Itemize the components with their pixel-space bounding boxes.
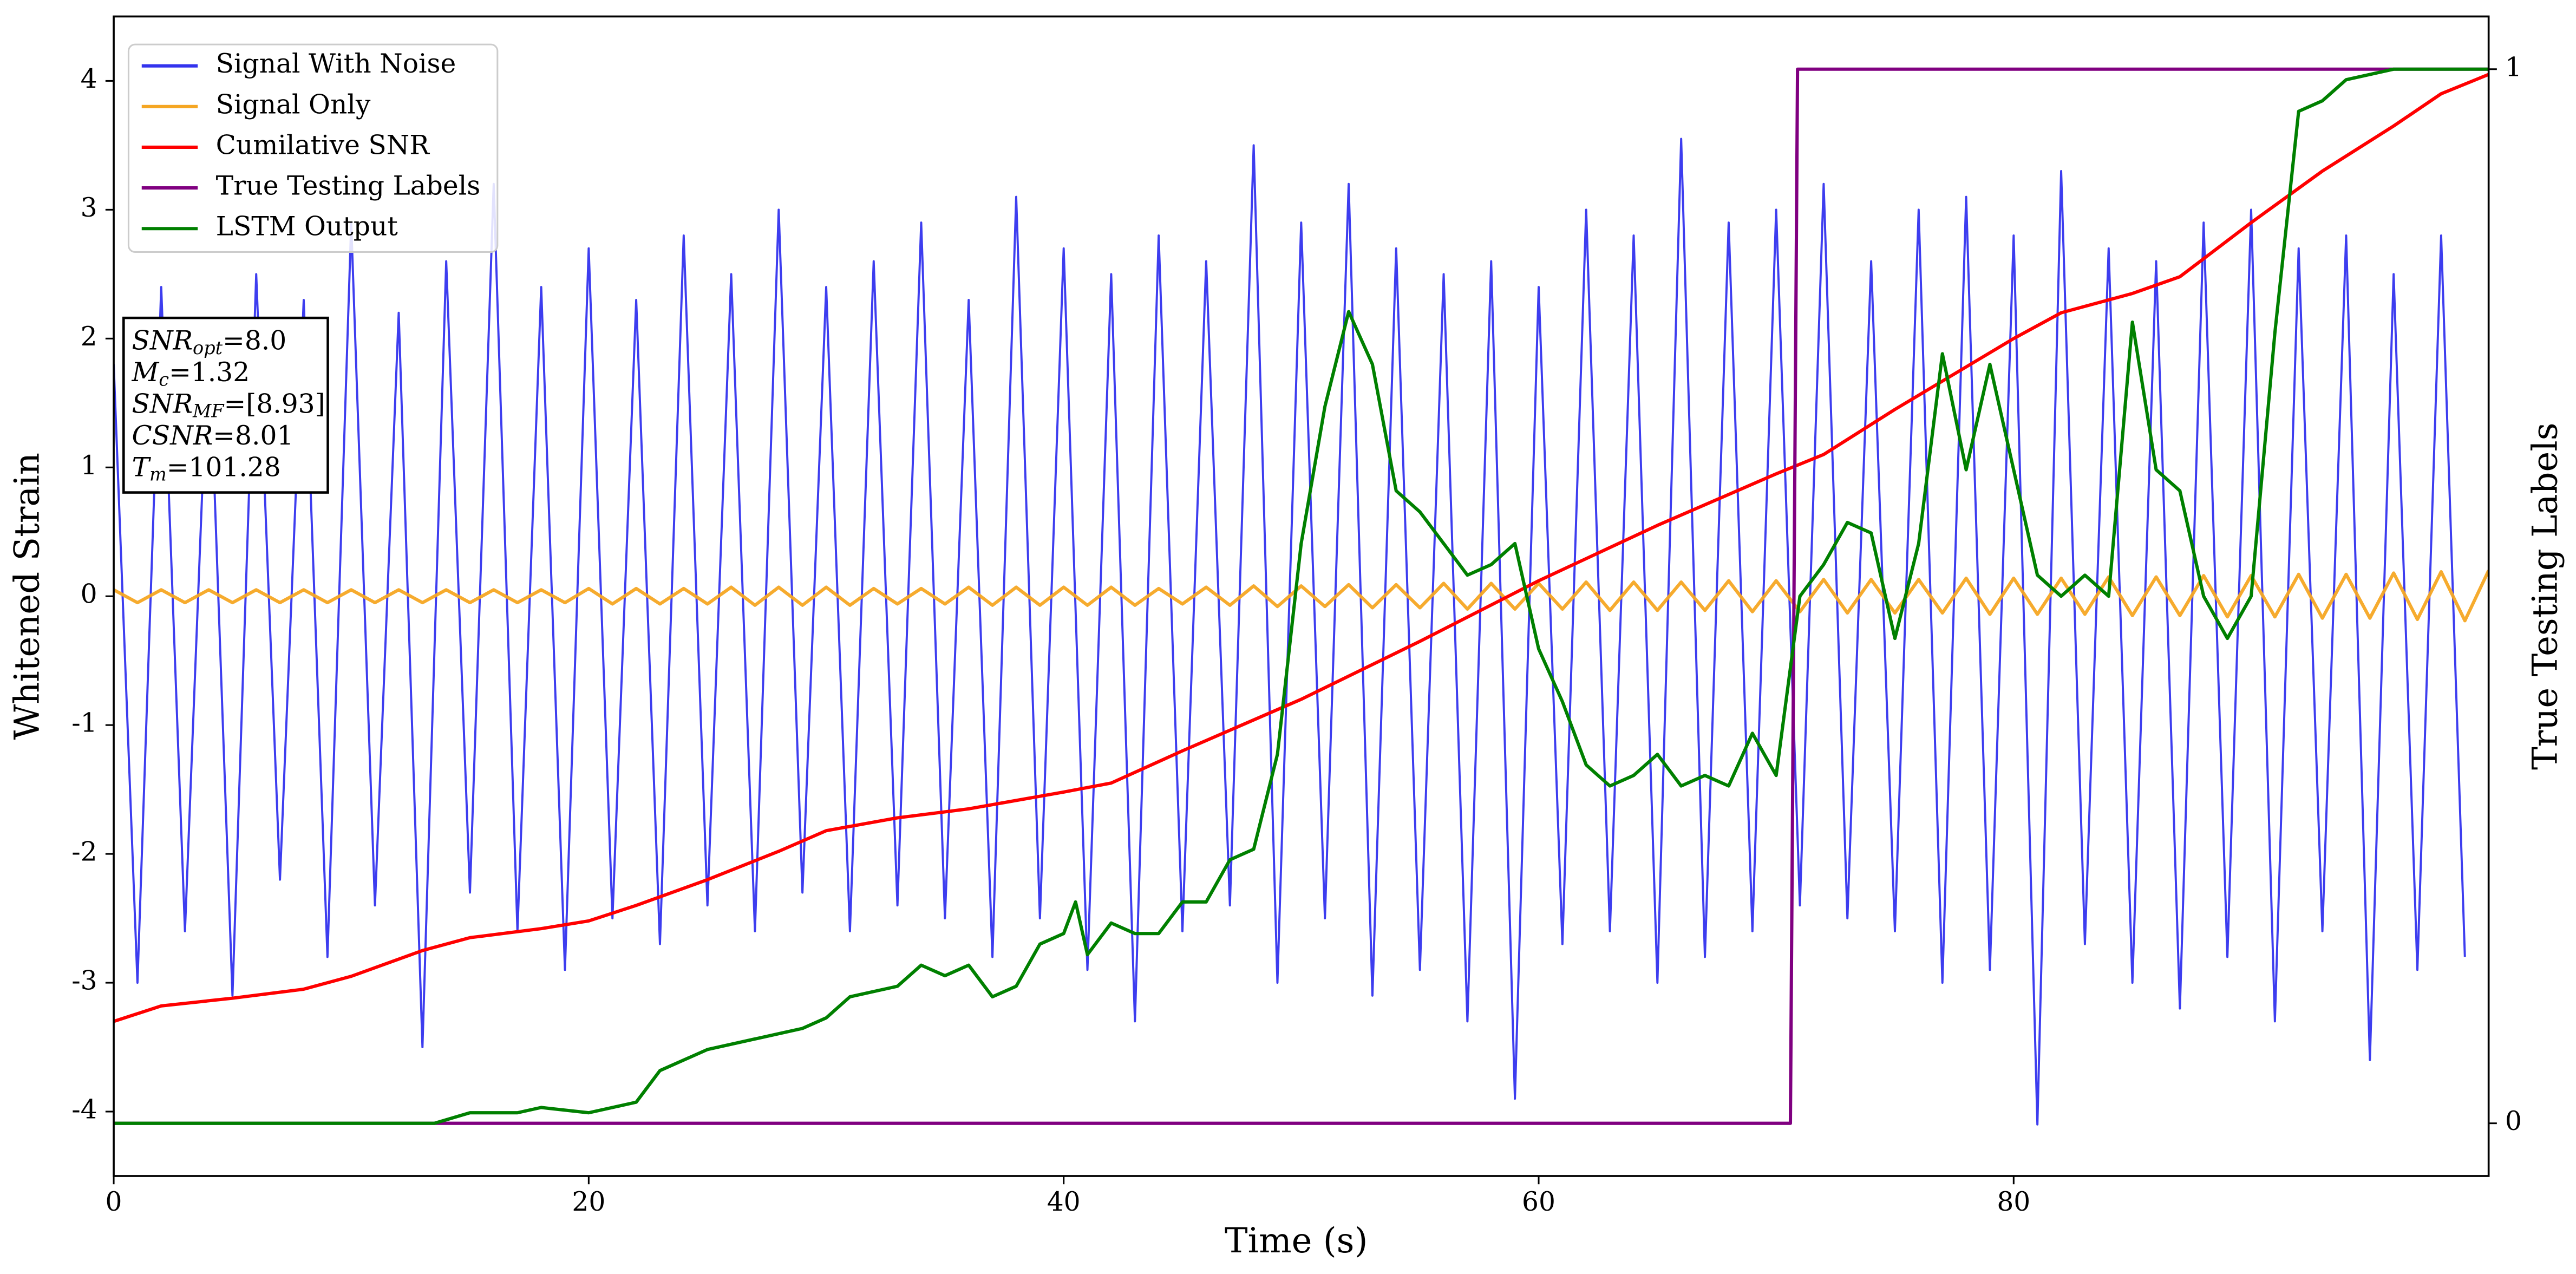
plot-area [114, 67, 2489, 1126]
annotation-line: SNRMF=[8.93] [132, 389, 325, 422]
annotation-text: =1.32 [169, 357, 250, 388]
x-tick-label: 40 [1047, 1187, 1081, 1217]
y-tick-label: -2 [71, 837, 97, 867]
annotation-symbol: SNR [132, 325, 193, 356]
x-tick-label: 80 [1997, 1187, 2030, 1217]
annotation-subscript: opt [193, 337, 223, 358]
legend-label: LSTM Output [216, 212, 398, 242]
annotation-subscript: c [159, 369, 169, 390]
annotation-text: =8.01 [213, 420, 293, 450]
series-line [114, 73, 2489, 1023]
annotation-subscript: MF [192, 401, 225, 422]
annotation-subscript: m [149, 464, 167, 485]
annotation-line: Mc=1.32 [132, 357, 250, 390]
y2-tick-label: 0 [2505, 1106, 2522, 1136]
y2-tick-label: 1 [2505, 52, 2522, 82]
series-line [114, 67, 2489, 1125]
x-tick-label: 20 [572, 1187, 605, 1217]
x-axis-label: Time (s) [1225, 1221, 1368, 1261]
y-tick-label: 1 [81, 450, 97, 481]
annotation: SNRopt=8.0Mc=1.32SNRMF=[8.93]CSNR=8.01Tm… [122, 316, 329, 494]
y-tick-label: -4 [71, 1095, 97, 1125]
annotation-box [122, 316, 329, 494]
y-tick-label: 0 [81, 579, 97, 610]
annotation-symbol: M [132, 357, 160, 388]
annotation-line: SNRopt=8.0 [132, 325, 287, 358]
legend-label: Signal With Noise [216, 49, 456, 79]
y-tick-label: -3 [71, 966, 97, 996]
series-line [114, 67, 2489, 1125]
y-tick-label: -1 [71, 708, 97, 739]
x-tick-label: 0 [106, 1187, 122, 1217]
legend-label: True Testing Labels [216, 171, 481, 201]
series-line [114, 138, 2466, 1126]
series-line [114, 570, 2489, 623]
legend-box [127, 43, 499, 253]
y-axis-label: Whitened Strain [7, 453, 47, 740]
annotation-symbol: CSNR [132, 420, 213, 450]
x-tick-label: 60 [1522, 1187, 1555, 1217]
legend: Signal With Noise Signal Only Cumilative S… [127, 43, 499, 253]
y2-axis-label: True Testing Labels [2526, 422, 2566, 769]
y-tick-label: 4 [81, 64, 97, 94]
annotation-line: Tm=101.28 [132, 452, 281, 485]
annotation-text: =[8.93] [224, 389, 325, 419]
y-tick-label: 3 [81, 193, 97, 223]
y-tick-label: 2 [81, 322, 97, 352]
annotation-text: =8.0 [223, 325, 286, 356]
annotation-symbol: SNR [132, 389, 193, 419]
annotation-text: =101.28 [167, 452, 281, 482]
legend-label: Cumilative SNR [216, 130, 430, 160]
annotation-line: CSNR=8.01 [132, 420, 294, 450]
legend-label: Signal Only [216, 89, 371, 120]
annotation-symbol: T [132, 452, 152, 482]
